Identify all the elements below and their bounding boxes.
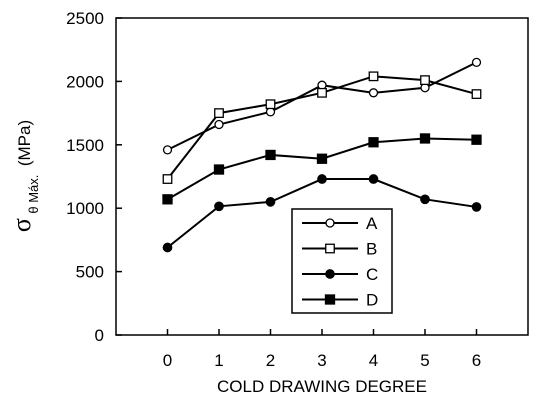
series-d-point [213, 164, 225, 175]
series-b-point [162, 174, 173, 184]
series-d-point [471, 134, 482, 145]
legend-label-c: C [366, 265, 378, 284]
legend-box [291, 208, 393, 314]
series-d-point [265, 149, 276, 161]
series-c-point [317, 174, 327, 184]
series-c-point [420, 194, 430, 205]
series-c-point [471, 202, 482, 212]
legend-marker-d [324, 294, 336, 305]
series-a-point [368, 88, 379, 98]
legend-label-a: A [366, 214, 378, 233]
series-b-point [317, 87, 327, 98]
x-tick-label: 1 [214, 351, 223, 370]
y-tick-label: 2500 [66, 9, 104, 28]
series-b-point [214, 108, 224, 118]
series-b-point [368, 71, 379, 82]
y-axis-title-symbol: σ [7, 218, 36, 232]
x-tick-label: 3 [317, 351, 326, 370]
series-d-point [368, 137, 379, 148]
series-d-point [162, 194, 173, 205]
x-tick-label: 0 [163, 351, 172, 370]
x-axis-ticks: 0 1 2 3 4 5 6 [163, 329, 481, 370]
y-tick-label: 0 [95, 326, 104, 345]
legend-marker-b [325, 243, 335, 254]
y-tick-label: 500 [76, 263, 104, 282]
y-axis-ticks: 0 500 1000 1500 2000 2500 [66, 9, 122, 345]
x-tick-label: 5 [420, 351, 429, 370]
series-d-point [316, 153, 328, 164]
x-axis-title: COLD DRAWING DEGREE [217, 377, 427, 396]
legend-marker-c [325, 269, 335, 279]
series-d-point [419, 133, 431, 144]
series-a-point [214, 119, 224, 130]
legend-label-d: D [366, 291, 378, 310]
svg-text:σ θ Máx. (MPa): σ θ Máx. (MPa) [7, 120, 42, 232]
series-c-point [214, 201, 224, 212]
x-tick-label: 2 [266, 351, 275, 370]
series-markers [162, 57, 482, 253]
series-b-point [265, 99, 276, 110]
y-axis-title-subscript: θ Máx. [26, 175, 41, 214]
legend-label-b: B [366, 240, 377, 259]
series-c-point [368, 174, 379, 184]
y-tick-label: 2000 [66, 72, 104, 91]
y-axis-title-unit: (MPa) [15, 120, 34, 166]
y-tick-label: 1000 [66, 199, 104, 218]
series-c-point [162, 242, 173, 253]
y-axis-title: σ θ Máx. (MPa) [7, 120, 42, 232]
series-a-point [162, 145, 173, 155]
series-a-point [471, 57, 482, 68]
legend-marker-a [325, 218, 335, 228]
y-tick-label: 1500 [66, 136, 104, 155]
series-b-point [420, 75, 430, 86]
x-tick-label: 4 [369, 351, 378, 370]
series-c-point [265, 197, 276, 207]
series-b-point [471, 89, 482, 99]
x-tick-label: 6 [472, 351, 481, 370]
